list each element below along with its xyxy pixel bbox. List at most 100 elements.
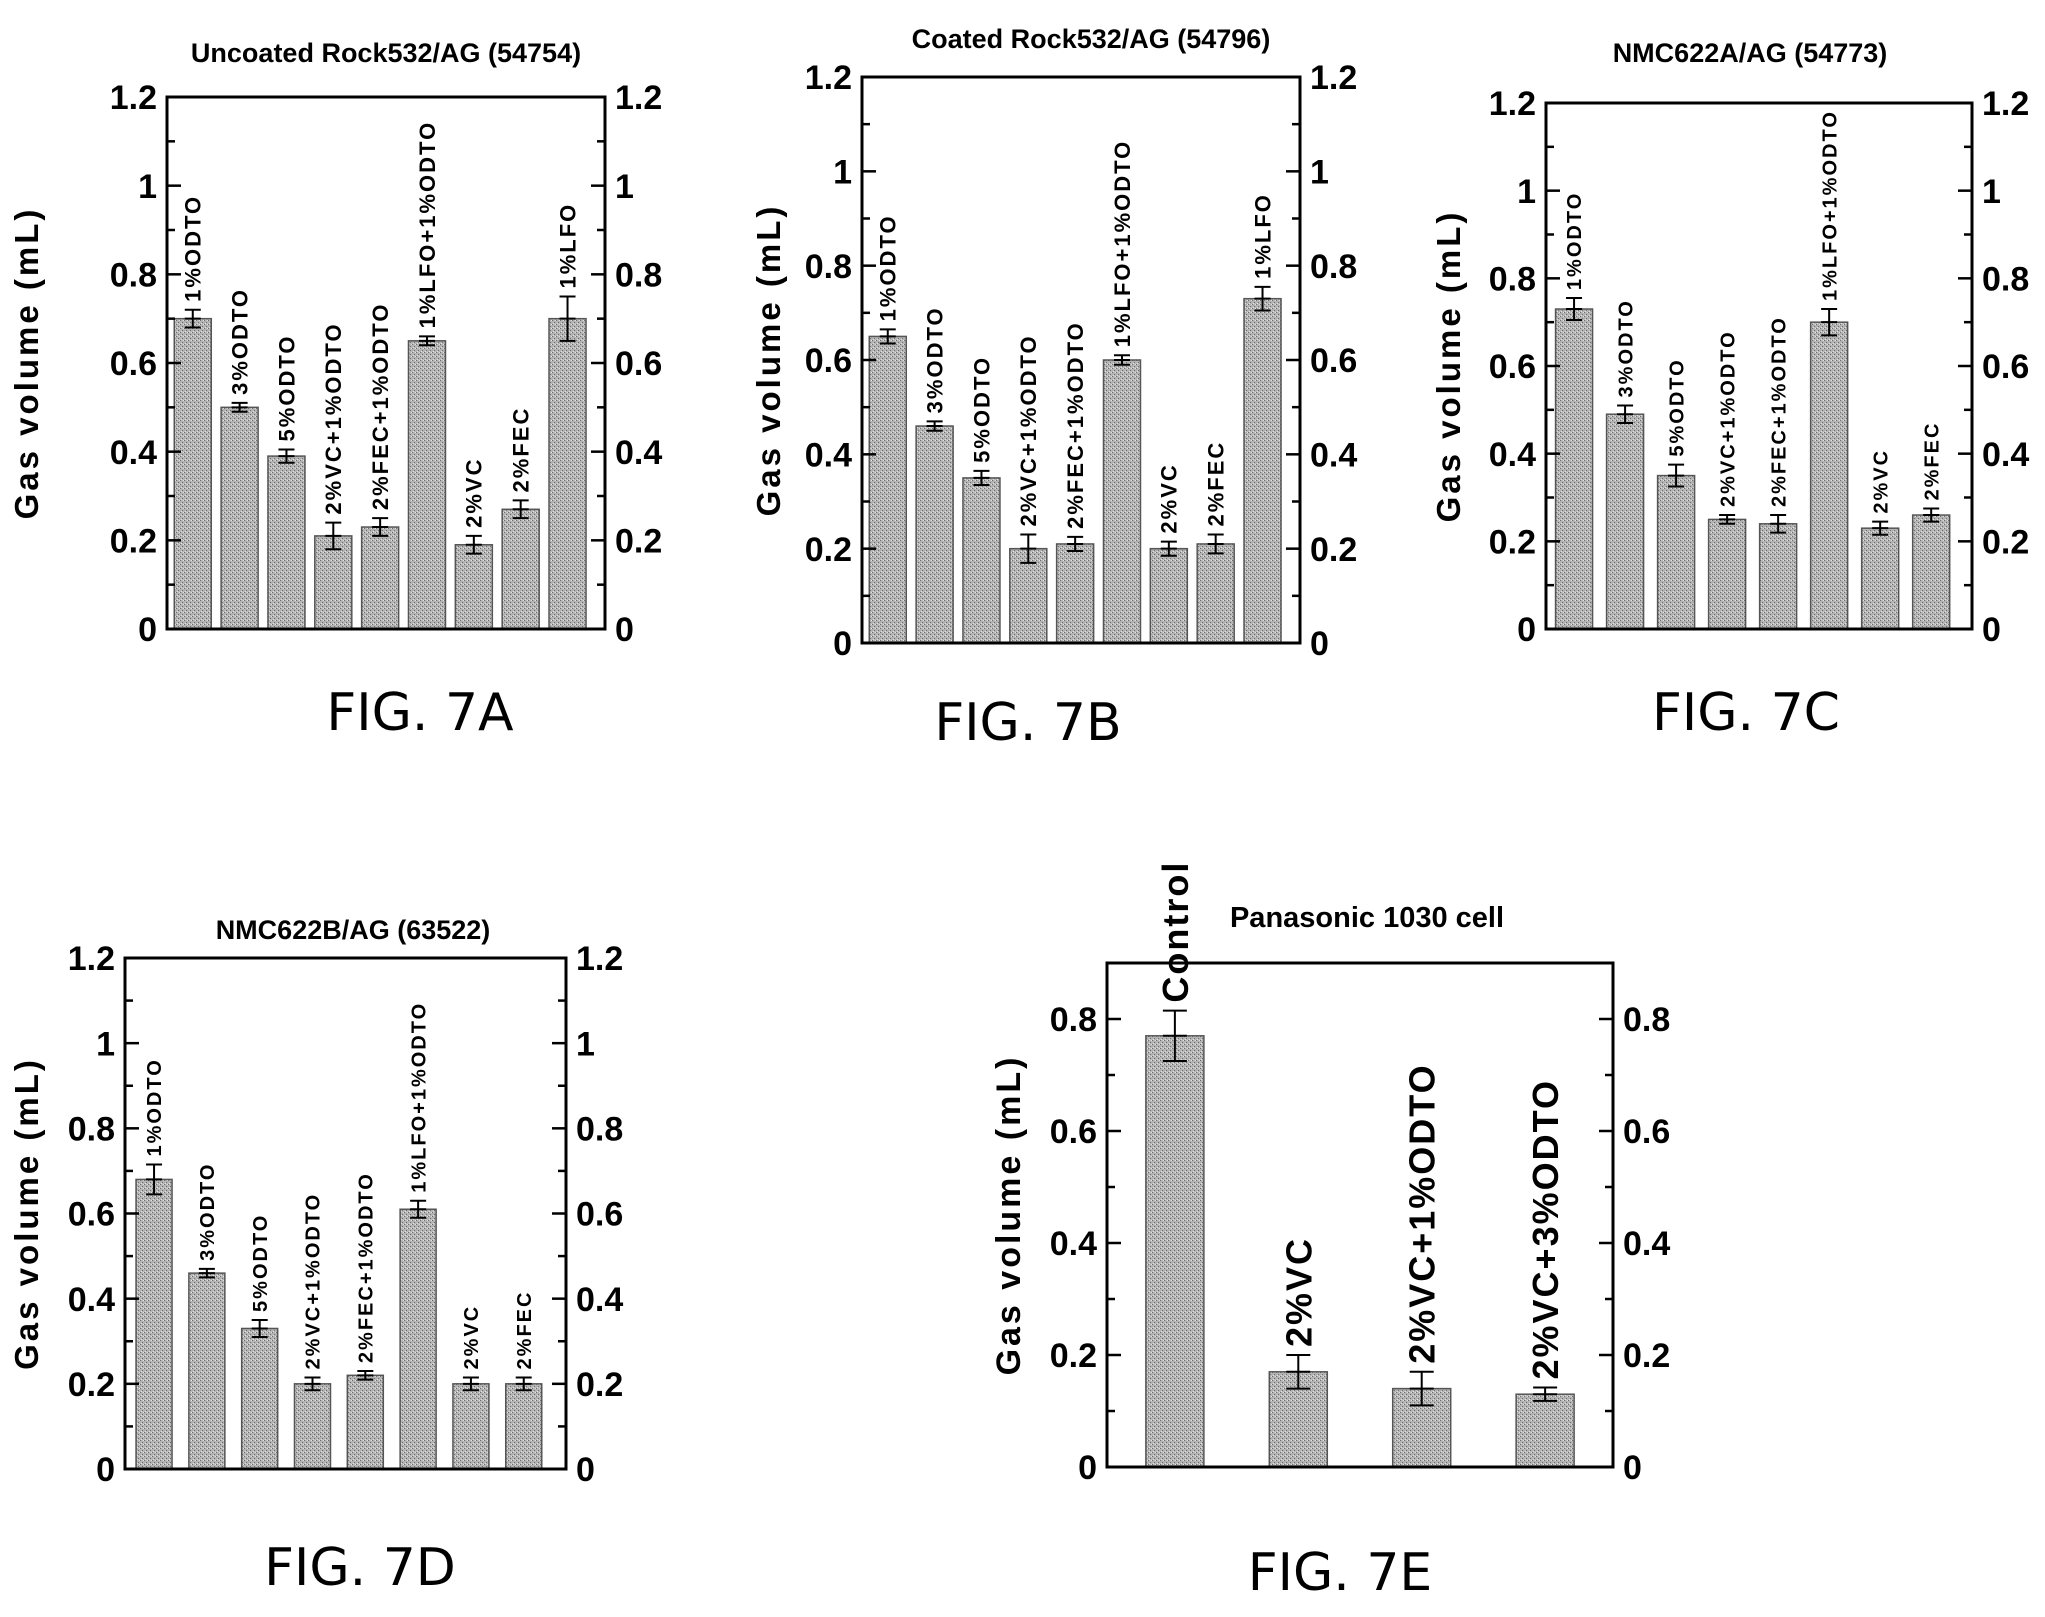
y-tick-label-left: 0.2 (1489, 524, 1536, 562)
category-label: 1%LFO (1250, 193, 1275, 279)
y-tick-label-right: 0.4 (1623, 1225, 1670, 1263)
y-tick-label-right: 1 (615, 168, 634, 206)
bar (454, 544, 494, 630)
bar (1707, 518, 1747, 630)
y-tick-label-right: 0.2 (1623, 1337, 1670, 1375)
y-tick-label-left: 1.2 (1489, 85, 1536, 123)
plot-frame (1105, 961, 1615, 1469)
category-label: 3%ODTO (197, 1163, 219, 1261)
y-tick-label-left: 0.8 (1489, 261, 1536, 299)
bar (1809, 321, 1849, 630)
y-tick-label-left: 0.4 (1050, 1225, 1097, 1263)
y-tick-label-left: 0.4 (68, 1281, 115, 1319)
category-label: 2%VC+3%ODTO (1525, 1079, 1566, 1379)
category-label: 3%ODTO (923, 306, 948, 413)
y-tick-label-left: 0.2 (110, 523, 157, 561)
y-tick-label-left: 0.8 (68, 1111, 115, 1149)
y-tick-label-left: 0.2 (68, 1366, 115, 1404)
y-tick-label-right: 0.2 (576, 1366, 623, 1404)
bar (1102, 359, 1142, 644)
category-label: 2%VC+1%ODTO (1402, 1063, 1443, 1363)
bar (868, 335, 908, 644)
category-label: 5%ODTO (274, 334, 299, 441)
category-label: 5%ODTO (250, 1214, 272, 1312)
bar (452, 1383, 490, 1470)
chart-title: Panasonic 1030 cell (1230, 902, 1504, 934)
bar (1055, 543, 1095, 644)
y-tick-label-left: 1 (96, 1025, 115, 1063)
y-tick-label-right: 0 (576, 1451, 595, 1489)
bar (360, 526, 400, 630)
bar (314, 535, 353, 630)
category-label: 2%VC+1%ODTO (1717, 330, 1739, 507)
category-label: 2%FEC (514, 1291, 536, 1370)
category-label: 1%LFO+1%ODTO (415, 121, 440, 329)
chart-title: NMC622B/AG (63522) (216, 915, 491, 945)
y-tick-label-right: 0.4 (1982, 436, 2029, 474)
y-tick-label-left: 0.6 (110, 345, 157, 383)
bar (504, 1383, 543, 1470)
y-tick-label-right: 0.6 (1623, 1113, 1670, 1151)
y-tick-label-right: 1 (1982, 173, 2001, 211)
y-tick-label-left: 0 (1517, 611, 1536, 649)
bar (548, 317, 587, 630)
y-axis-label: Gas volume (mL) (990, 1055, 1028, 1376)
category-label: 1%LFO+1%ODTO (408, 1002, 430, 1193)
bar (1554, 308, 1594, 630)
chart-panel-5: Panasonic 1030 cell Control 2%VC 2%VC+1%ODT… (990, 861, 1670, 1603)
y-tick-label-right: 0.8 (615, 257, 662, 295)
bar (407, 340, 447, 630)
y-tick-label-right: 1.2 (615, 79, 662, 117)
bar (135, 1178, 173, 1470)
category-label: 2%FEC+1%ODTO (356, 1172, 378, 1363)
category-label: 2%FEC (509, 407, 534, 493)
y-tick-label-right: 0.2 (1982, 524, 2029, 562)
category-label: 1%ODTO (144, 1058, 166, 1156)
y-tick-label-left: 0.8 (1050, 1001, 1097, 1039)
y-tick-label-left: 0.6 (1489, 348, 1536, 386)
y-tick-label-right: 0.8 (1982, 261, 2029, 299)
y-tick-label-right: 1 (576, 1025, 595, 1063)
y-tick-label-left: 0 (833, 625, 852, 663)
y-tick-label-left: 0.8 (805, 248, 852, 286)
bar (1243, 297, 1282, 644)
y-tick-label-left: 0.4 (805, 437, 852, 475)
y-axis-label: Gas volume (mL) (1430, 210, 1467, 523)
bar (346, 1374, 385, 1470)
chart-title: NMC622A/AG (54773) (1613, 38, 1888, 68)
y-tick-label-left: 0.2 (1050, 1337, 1097, 1375)
category-label: 5%ODTO (969, 356, 994, 463)
y-tick-label-left: 1.2 (68, 940, 115, 978)
chart-panel-2: Coated Rock532/AG (54796) 1%ODTO 3%ODTO 5%O… (750, 24, 1357, 753)
bar (1149, 547, 1189, 644)
category-label: 2%VC (461, 1305, 483, 1370)
y-tick-label-right: 0.6 (576, 1196, 623, 1234)
y-tick-label-right: 0.8 (1623, 1001, 1670, 1039)
category-label: 2%VC (1157, 463, 1182, 533)
bar (173, 317, 213, 630)
y-tick-label-right: 1.2 (576, 940, 623, 978)
chart-title: Uncoated Rock532/AG (54754) (191, 38, 581, 68)
bar (293, 1383, 332, 1470)
y-tick-label-left: 0.6 (805, 342, 852, 380)
y-tick-label-left: 0.2 (805, 531, 852, 569)
category-label: 3%ODTO (228, 288, 253, 395)
category-label: 2%VC (1870, 449, 1892, 514)
category-label: 2%FEC (1921, 422, 1943, 501)
category-label: 2%FEC (1204, 441, 1229, 527)
y-tick-label-right: 0 (1623, 1449, 1642, 1487)
y-tick-label-left: 0 (138, 611, 157, 649)
chart-title: Coated Rock532/AG (54796) (912, 24, 1271, 54)
y-tick-label-left: 1 (138, 168, 157, 206)
y-tick-label-right: 0.6 (615, 345, 662, 383)
bar (1860, 527, 1900, 630)
category-label: 2%FEC+1%ODTO (1768, 316, 1790, 507)
category-label: 1%LFO+1%ODTO (1110, 140, 1135, 348)
category-label: 3%ODTO (1615, 299, 1637, 397)
bar (267, 455, 306, 630)
category-label: 1%ODTO (181, 195, 206, 302)
y-tick-label-right: 0.4 (576, 1281, 623, 1319)
bar (962, 477, 1001, 644)
bar (1196, 543, 1235, 644)
